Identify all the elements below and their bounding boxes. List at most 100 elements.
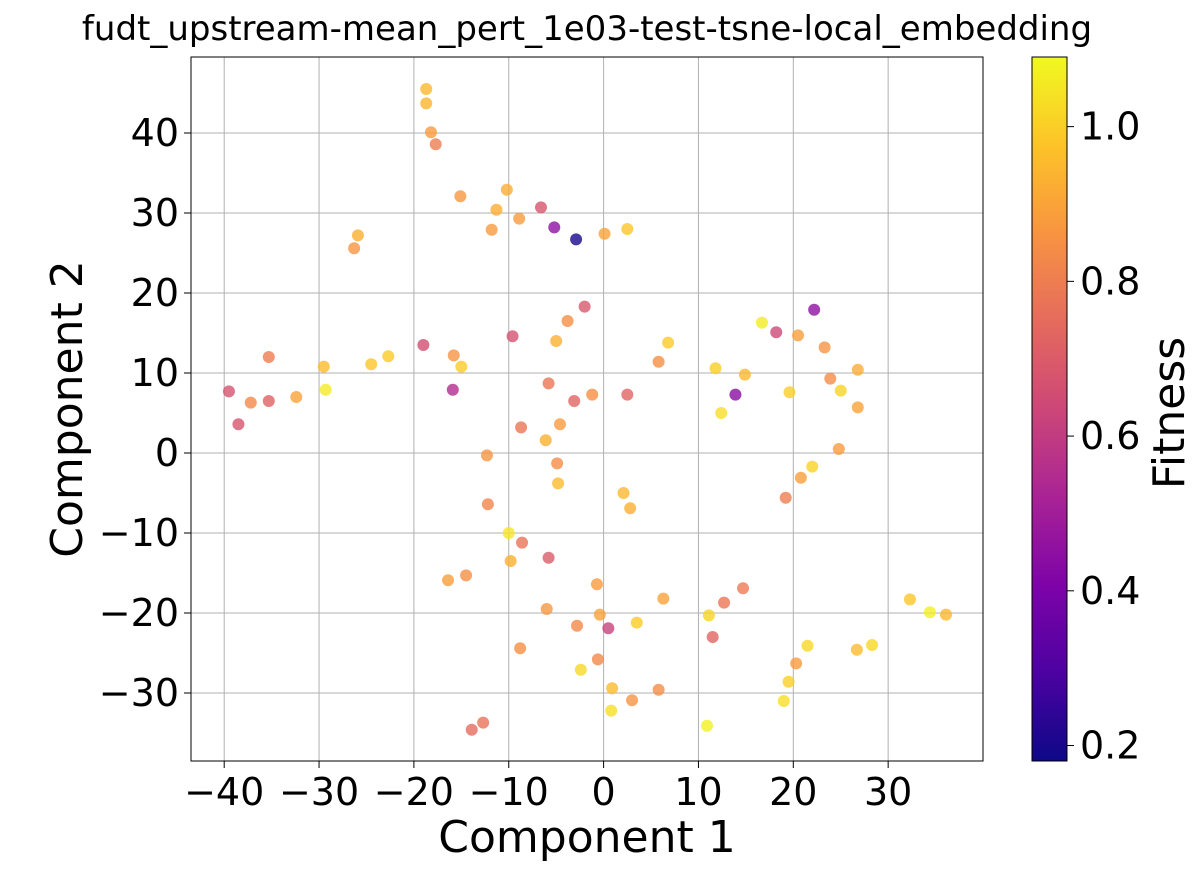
data-point bbox=[571, 619, 584, 632]
data-point bbox=[702, 609, 715, 622]
colorbar-ticks: 0.2 0.4 0.6 0.8 1.0 bbox=[1067, 105, 1140, 768]
data-point bbox=[586, 388, 599, 401]
data-point bbox=[551, 457, 564, 470]
data-point bbox=[806, 460, 819, 473]
colorbar-tick-label: 0.2 bbox=[1080, 724, 1140, 768]
data-point bbox=[446, 383, 459, 396]
data-point bbox=[365, 358, 378, 371]
data-point bbox=[652, 683, 665, 696]
colorbar-tick-label: 1.0 bbox=[1080, 105, 1140, 149]
data-point bbox=[490, 203, 503, 216]
data-point bbox=[351, 229, 364, 242]
x-tick-label: 30 bbox=[864, 770, 912, 814]
data-point bbox=[515, 421, 528, 434]
x-tick-label: −30 bbox=[279, 770, 359, 814]
y-tick-label: −10 bbox=[99, 511, 179, 555]
data-point bbox=[454, 190, 467, 203]
data-point bbox=[624, 502, 637, 515]
data-point bbox=[626, 694, 639, 707]
data-point bbox=[617, 487, 630, 499]
data-point bbox=[420, 83, 433, 95]
data-point bbox=[652, 355, 665, 368]
y-axis-label: Component 2 bbox=[42, 260, 93, 557]
data-point bbox=[222, 385, 235, 398]
data-point bbox=[700, 719, 713, 732]
data-point bbox=[598, 227, 611, 240]
x-tick-label: 0 bbox=[592, 770, 616, 814]
data-point bbox=[540, 603, 553, 615]
data-point bbox=[590, 578, 603, 591]
data-point bbox=[790, 657, 803, 670]
data-point bbox=[824, 372, 837, 385]
data-point bbox=[794, 471, 807, 484]
data-point bbox=[477, 716, 490, 729]
chart-title: fudt_upstream-mean_pert_1e03-test-tsne-l… bbox=[82, 9, 1092, 49]
data-point bbox=[317, 360, 330, 373]
x-tick-label: −10 bbox=[469, 770, 549, 814]
x-tick-label: 20 bbox=[769, 770, 817, 814]
x-axis-ticks: −40 −30 −20 −10 0 10 20 30 bbox=[184, 761, 912, 814]
data-point bbox=[570, 233, 583, 246]
data-point bbox=[262, 351, 275, 363]
data-point bbox=[630, 616, 643, 629]
colorbar bbox=[1031, 56, 1068, 762]
data-point bbox=[792, 329, 805, 342]
data-point bbox=[485, 223, 498, 236]
data-point bbox=[923, 606, 936, 619]
grid bbox=[191, 57, 983, 761]
data-point bbox=[866, 639, 879, 651]
data-point bbox=[514, 642, 527, 655]
data-point bbox=[737, 582, 750, 595]
data-point bbox=[513, 212, 526, 225]
data-point bbox=[550, 335, 563, 347]
data-point bbox=[709, 362, 722, 375]
data-point bbox=[574, 663, 587, 676]
data-point bbox=[460, 569, 473, 582]
data-point bbox=[903, 593, 916, 606]
data-point bbox=[662, 336, 675, 349]
data-point bbox=[429, 138, 442, 151]
data-point bbox=[424, 126, 437, 139]
x-tick-label: −40 bbox=[184, 770, 264, 814]
y-tick-label: 20 bbox=[131, 271, 179, 315]
data-point bbox=[779, 491, 792, 504]
data-point bbox=[715, 407, 728, 419]
data-point bbox=[850, 643, 863, 656]
data-point bbox=[851, 363, 864, 376]
data-point bbox=[420, 97, 433, 110]
data-point bbox=[481, 498, 494, 511]
data-point bbox=[606, 682, 619, 695]
colorbar-tick-label: 0.8 bbox=[1080, 259, 1140, 303]
data-point bbox=[542, 377, 555, 390]
y-tick-label: 30 bbox=[131, 191, 179, 235]
data-point bbox=[548, 221, 561, 234]
data-point bbox=[578, 300, 591, 313]
data-point bbox=[834, 384, 847, 397]
data-point bbox=[504, 555, 517, 567]
data-point bbox=[801, 639, 814, 652]
data-point bbox=[232, 418, 245, 431]
data-point bbox=[657, 592, 670, 605]
data-point bbox=[417, 339, 430, 351]
data-point bbox=[480, 449, 493, 462]
data-point bbox=[621, 388, 634, 401]
data-point bbox=[442, 574, 455, 587]
data-point bbox=[783, 386, 796, 399]
data-point bbox=[832, 443, 845, 455]
data-point bbox=[718, 596, 731, 609]
colorbar-label: Fitness bbox=[1144, 337, 1195, 489]
y-tick-label: 10 bbox=[131, 351, 179, 395]
x-tick-label: 10 bbox=[674, 770, 722, 814]
data-point bbox=[738, 368, 751, 381]
data-point bbox=[500, 183, 513, 196]
data-point bbox=[729, 388, 742, 401]
data-point bbox=[502, 527, 515, 539]
x-tick-label: −20 bbox=[374, 770, 454, 814]
data-point bbox=[552, 477, 565, 490]
data-point bbox=[605, 704, 618, 717]
data-point bbox=[755, 316, 768, 329]
plot-frame bbox=[190, 56, 984, 762]
colorbar-tick-label: 0.4 bbox=[1080, 569, 1140, 613]
data-point bbox=[706, 631, 719, 643]
